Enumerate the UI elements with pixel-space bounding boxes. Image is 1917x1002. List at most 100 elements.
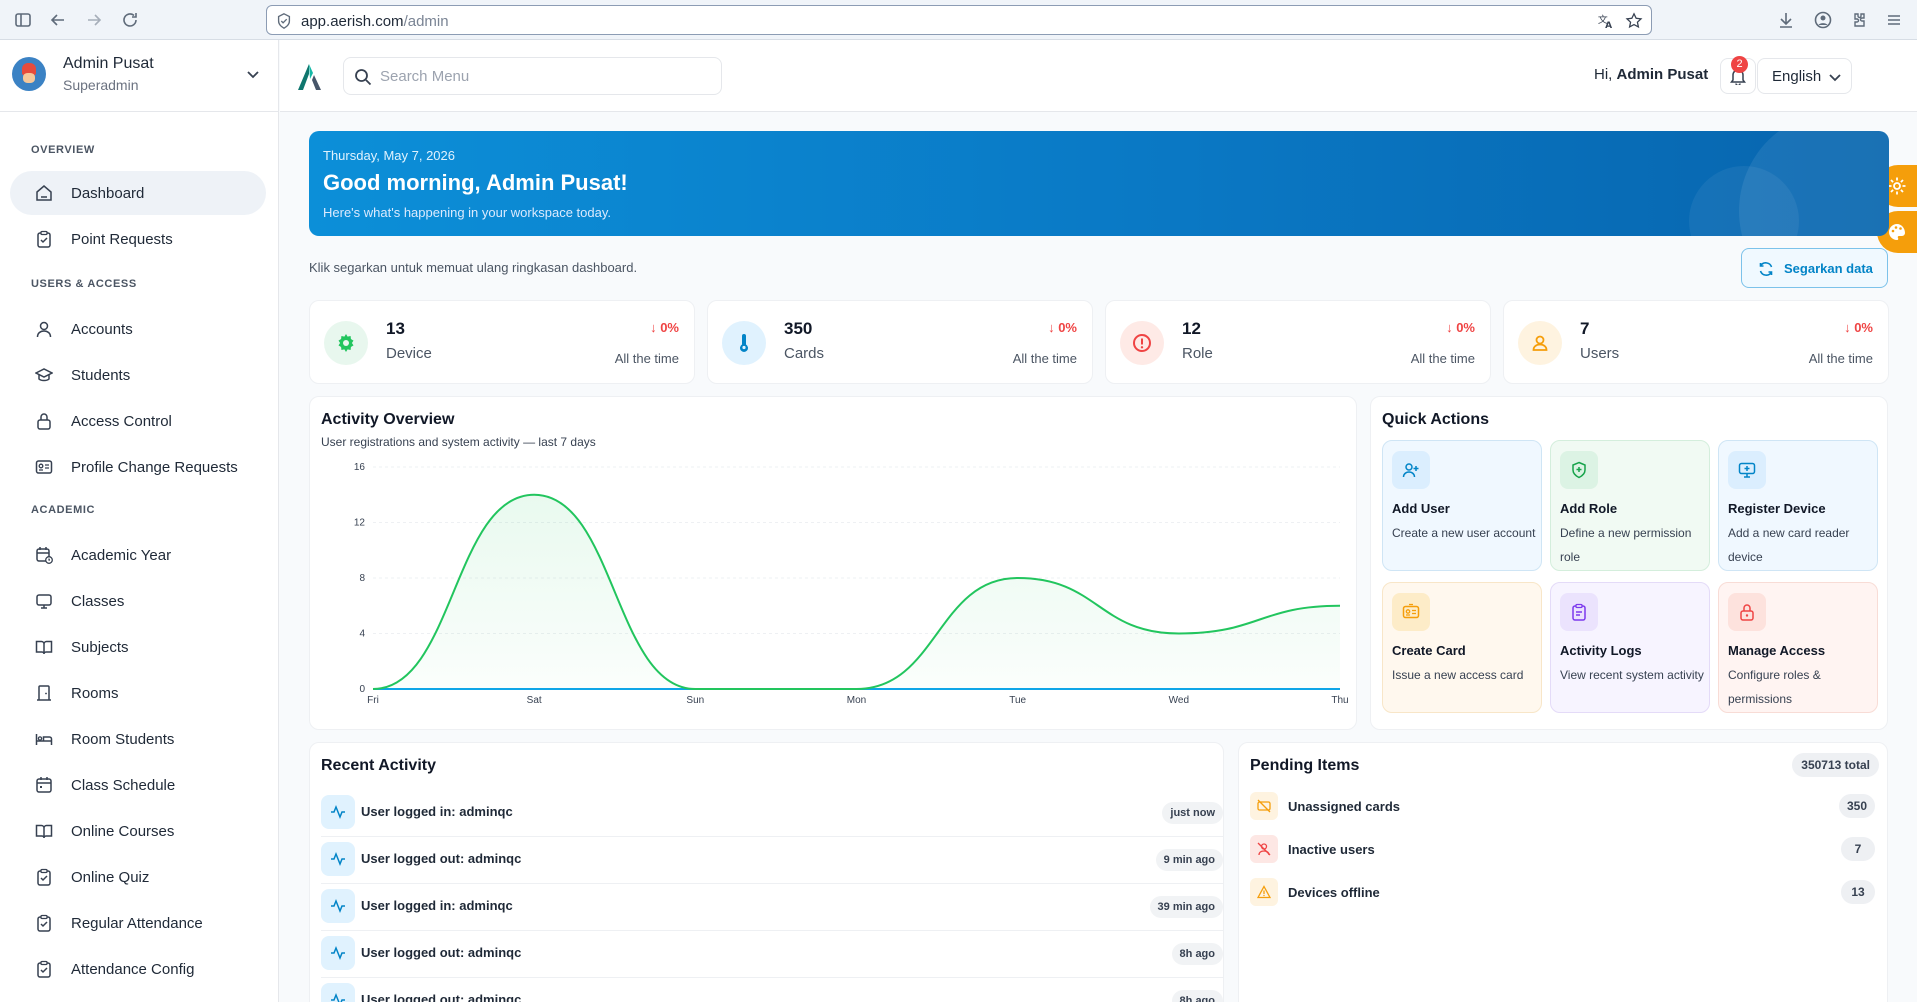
pending-row-devices-offline[interactable]: Devices offline 13 (1250, 876, 1875, 912)
panel-subtitle: User registrations and system activity —… (321, 435, 596, 449)
sidebar-item-label: Regular Attendance (71, 915, 203, 932)
stat-period: All the time (614, 351, 679, 366)
forward-icon[interactable] (84, 10, 104, 30)
pending-count: 350 (1838, 794, 1875, 818)
quick-action-manage-access[interactable]: Manage Access Configure roles & permissi… (1718, 582, 1878, 713)
quick-action-title: Manage Access (1728, 643, 1826, 658)
stat-period: All the time (1410, 351, 1475, 366)
quick-action-desc: Define a new permission role (1560, 526, 1692, 564)
pending-count: 7 (1841, 837, 1875, 861)
stat-value: 350 (784, 319, 813, 338)
sidebar-item-room-students[interactable]: Room Students (10, 717, 266, 761)
sidebar-item-accounts[interactable]: Accounts (10, 307, 266, 351)
avatar (12, 57, 46, 91)
sidebar-item-attendance-config[interactable]: Attendance Config (10, 947, 266, 991)
activity-time: 8h ago (1171, 990, 1223, 1002)
stat-value: 12 (1182, 319, 1201, 338)
user-plus-icon (1402, 463, 1419, 478)
calendar-clock-icon (36, 547, 53, 564)
banner-date: Thursday, May 7, 2026 (323, 148, 455, 163)
sidebar-item-label: Point Requests (71, 231, 173, 248)
refresh-button[interactable]: Segarkan data (1741, 248, 1888, 288)
app-logo[interactable] (295, 62, 323, 92)
activity-row[interactable]: User logged in: adminqc 39 min ago (321, 884, 1223, 931)
graduation-cap-icon (35, 368, 53, 382)
activity-row[interactable]: User logged out: adminqc 9 min ago (321, 837, 1223, 884)
activity-icon-bg (321, 936, 355, 970)
sidebar-item-dashboard[interactable]: Dashboard (10, 171, 266, 215)
activity-row[interactable]: User logged in: adminqc just now (321, 790, 1223, 837)
quick-action-add-user[interactable]: Add User Create a new user account (1382, 440, 1542, 571)
banner-title: Good morning, Admin Pusat! (323, 170, 628, 195)
sidebar-item-online-quiz[interactable]: Online Quiz (10, 855, 266, 899)
download-icon[interactable] (1776, 10, 1796, 30)
y-tick-label: 16 (354, 462, 366, 473)
activity-text: User logged in: adminqc (361, 804, 513, 819)
stat-card-device[interactable]: 13 Device ↓ 0% All the time (309, 300, 695, 384)
lock-icon (1740, 604, 1754, 621)
stat-card-users[interactable]: 7 Users ↓ 0% All the time (1503, 300, 1889, 384)
quick-action-create-card[interactable]: Create Card Issue a new access card (1382, 582, 1542, 713)
x-tick-label: Tue (1009, 695, 1026, 706)
sidebar-item-point-requests[interactable]: Point Requests (10, 217, 266, 261)
activity-row[interactable]: User logged out: adminqc 8h ago (321, 978, 1223, 1002)
back-icon[interactable] (48, 10, 68, 30)
sidebar-item-class-schedule[interactable]: Class Schedule (10, 763, 266, 807)
activity-icon-bg (321, 795, 355, 829)
sidebar-item-classes[interactable]: Classes (10, 579, 266, 623)
welcome-banner: Thursday, May 7, 2026 Good morning, Admi… (309, 131, 1889, 236)
activity-time: just now (1162, 802, 1223, 824)
stat-card-cards[interactable]: 350 Cards ↓ 0% All the time (707, 300, 1093, 384)
sidebar-item-profile-change-requests[interactable]: Profile Change Requests (10, 445, 266, 489)
y-tick-label: 8 (359, 573, 365, 584)
search-input[interactable] (380, 66, 700, 86)
sidebar-item-academic-year[interactable]: Academic Year (10, 533, 266, 577)
account-icon[interactable] (1813, 10, 1833, 30)
bed-icon (35, 734, 53, 745)
id-card-icon (1402, 603, 1420, 619)
extensions-icon[interactable] (1849, 10, 1869, 30)
profile-switcher[interactable]: Admin Pusat Superadmin (0, 40, 278, 112)
stat-card-role[interactable]: 12 Role ↓ 0% All the time (1105, 300, 1491, 384)
quick-action-add-role[interactable]: Add Role Define a new permission role (1550, 440, 1710, 571)
x-tick-label: Fri (367, 695, 379, 706)
site-shield-icon[interactable] (275, 12, 293, 30)
activity-row[interactable]: User logged out: adminqc 8h ago (321, 931, 1223, 978)
quick-action-activity-logs[interactable]: Activity Logs View recent system activit… (1550, 582, 1710, 713)
stat-period: All the time (1012, 351, 1077, 366)
chevron-down-icon[interactable] (245, 66, 261, 82)
stat-label: Cards (784, 345, 825, 362)
stat-value: 13 (386, 319, 405, 338)
menu-icon[interactable] (1884, 10, 1904, 30)
nav-section-overview: OVERVIEW (31, 144, 95, 156)
pending-row-unassigned-cards[interactable]: Unassigned cards 350 (1250, 790, 1875, 826)
search-box[interactable] (343, 57, 722, 95)
refresh-button-label: Segarkan data (1784, 261, 1873, 276)
sidebar-item-rooms[interactable]: Rooms (10, 671, 266, 715)
sidebar-item-label: Classes (71, 593, 125, 610)
nav-section-academic: ACADEMIC (31, 504, 96, 516)
greeting: Hi, Admin Pusat (1594, 66, 1708, 83)
sidebar-toggle-icon[interactable] (13, 10, 33, 30)
sidebar-item-students[interactable]: Students (10, 353, 266, 397)
home-icon (36, 185, 52, 201)
sidebar-item-regular-attendance[interactable]: Regular Attendance (10, 901, 266, 945)
bookmark-star-icon[interactable] (1625, 12, 1643, 30)
reload-icon[interactable] (120, 10, 140, 30)
language-select[interactable]: English (1757, 58, 1852, 94)
sidebar-item-access-control[interactable]: Access Control (10, 399, 266, 443)
user-x-icon (1257, 842, 1271, 856)
book-open-icon (35, 824, 53, 839)
pending-row-inactive-users[interactable]: Inactive users 7 (1250, 833, 1875, 869)
sidebar-item-subjects[interactable]: Subjects (10, 625, 266, 669)
activity-pulse-icon (331, 851, 345, 867)
clipboard-check-icon (37, 868, 51, 886)
translate-icon[interactable]: 文A (1597, 12, 1615, 30)
thermometer-icon (740, 334, 748, 352)
sidebar-item-online-courses[interactable]: Online Courses (10, 809, 266, 853)
quick-action-register-device[interactable]: Register Device Add a new card reader de… (1718, 440, 1878, 571)
sidebar-item-label: Access Control (71, 413, 172, 430)
sidebar-item-label: Accounts (71, 321, 133, 338)
user-icon (36, 321, 52, 338)
